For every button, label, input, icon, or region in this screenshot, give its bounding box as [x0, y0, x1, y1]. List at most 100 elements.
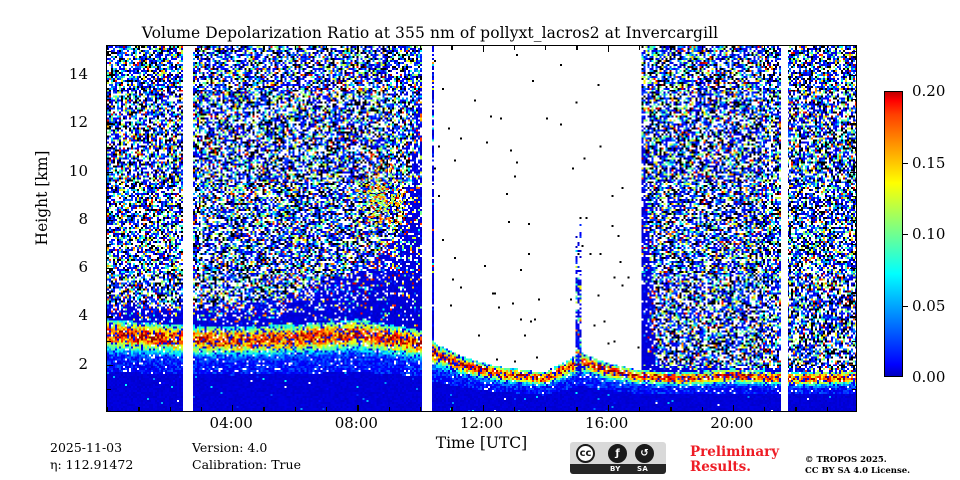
preliminary-line-2: Results.: [690, 459, 751, 475]
y-tick: [850, 171, 856, 173]
x-tick: [513, 46, 516, 50]
x-tick: [200, 407, 203, 411]
x-tick: [513, 407, 516, 411]
x-tick-label: 16:00: [585, 414, 629, 432]
x-tick: [263, 407, 265, 411]
x-tick: [795, 407, 797, 411]
cc-icon: cc: [576, 444, 595, 463]
x-tick: [294, 407, 297, 411]
y-tick: [852, 388, 856, 391]
x-tick: [607, 405, 609, 411]
y-tick: [852, 99, 856, 101]
plot-axes[interactable]: [106, 45, 857, 412]
y-tick-label: 12: [68, 113, 88, 132]
y-tick: [107, 364, 113, 366]
footer-date: 2025-11-03: [50, 440, 123, 455]
x-tick: [732, 405, 735, 411]
y-tick: [107, 195, 111, 197]
colorbar: 0.00 0.05 0.10 0.15 0.20: [884, 82, 945, 386]
y-tick: [850, 268, 856, 270]
cc-license-badge[interactable]: cc ƒ ↺ BY SA: [570, 442, 666, 474]
x-tick-label: 08:00: [334, 414, 378, 432]
x-tick: [263, 46, 265, 50]
y-tick: [107, 268, 113, 270]
y-tick-label: 4: [78, 306, 88, 325]
x-tick: [451, 46, 453, 50]
colorbar-tick-label: 0.05: [912, 296, 946, 315]
colorbar-tick-label: 0.00: [912, 368, 946, 386]
x-tick-label: 20:00: [710, 414, 754, 432]
colorbar-tick: [903, 234, 908, 236]
x-tick: [138, 46, 140, 50]
colorbar-tick: [903, 162, 908, 164]
x-tick: [638, 407, 641, 411]
y-tick: [107, 50, 111, 53]
x-tick-label: 04:00: [209, 414, 253, 432]
colorbar-tick: [903, 305, 908, 307]
y-tick: [107, 243, 111, 246]
x-tick: [826, 46, 828, 50]
depolarization-heatmap: [107, 46, 856, 411]
x-tick: [419, 407, 422, 411]
x-axis-title: Time [UTC]: [435, 434, 528, 452]
x-tick-labels: 04:00 08:00 12:00 16:00 20:00: [106, 414, 857, 434]
footer-eta: η: 112.91472: [50, 457, 134, 472]
y-tick: [852, 292, 856, 294]
x-tick: [388, 46, 390, 50]
x-tick: [419, 46, 422, 50]
page-title: Volume Depolarization Ratio at 355 nm of…: [141, 24, 719, 42]
x-tick: [701, 46, 703, 50]
x-tick: [451, 407, 453, 411]
y-axis-title: Height [km]: [33, 150, 51, 246]
y-tick: [107, 74, 113, 77]
y-tick: [852, 50, 856, 53]
x-tick: [326, 407, 328, 411]
x-tick: [701, 407, 703, 411]
y-tick: [107, 292, 111, 294]
y-tick: [107, 99, 111, 101]
x-tick: [826, 407, 828, 411]
x-tick: [607, 46, 609, 52]
x-tick: [670, 46, 672, 50]
x-tick: [795, 46, 797, 50]
y-tick: [107, 123, 113, 125]
x-tick-label: 12:00: [459, 414, 504, 432]
x-tick: [764, 46, 766, 50]
y-tick-label: 8: [78, 209, 88, 228]
footer-calibration: Calibration: True: [192, 457, 301, 472]
x-tick: [107, 46, 109, 50]
copyright-notice: © TROPOS 2025. CC BY SA 4.0 License.: [805, 455, 910, 477]
y-tick: [852, 147, 856, 149]
x-tick: [294, 46, 297, 50]
x-tick: [545, 46, 547, 50]
x-tick: [388, 407, 390, 411]
cc-by-label: BY: [610, 465, 621, 473]
footer-version: Version: 4.0: [192, 440, 268, 455]
preliminary-line-1: Preliminary: [690, 444, 780, 460]
cc-sa-icon: ↺: [635, 444, 654, 463]
y-tick-label: 14: [68, 64, 88, 83]
x-tick: [357, 46, 359, 52]
y-tick-labels: 2 4 6 8 10 12 14: [0, 45, 100, 412]
y-tick-label: 10: [68, 161, 88, 180]
y-tick: [107, 147, 111, 149]
x-tick: [482, 46, 484, 52]
y-tick: [107, 171, 113, 173]
copyright-line-1: © TROPOS 2025.: [805, 455, 887, 465]
colorbar-tick-label: 0.10: [912, 225, 946, 243]
x-tick: [169, 46, 171, 50]
x-tick: [138, 407, 140, 411]
y-tick: [850, 316, 856, 318]
x-tick: [732, 46, 735, 52]
colorbar-gradient: [884, 91, 903, 377]
x-tick: [232, 46, 234, 52]
y-tick: [107, 219, 113, 222]
x-tick: [326, 46, 328, 50]
x-tick: [576, 46, 578, 50]
y-tick: [852, 340, 856, 342]
colorbar-tick-label: 0.15: [912, 153, 946, 172]
y-tick: [850, 74, 856, 77]
x-tick: [576, 407, 578, 411]
x-tick: [670, 407, 672, 411]
copyright-line-2: CC BY SA 4.0 License.: [805, 466, 911, 476]
